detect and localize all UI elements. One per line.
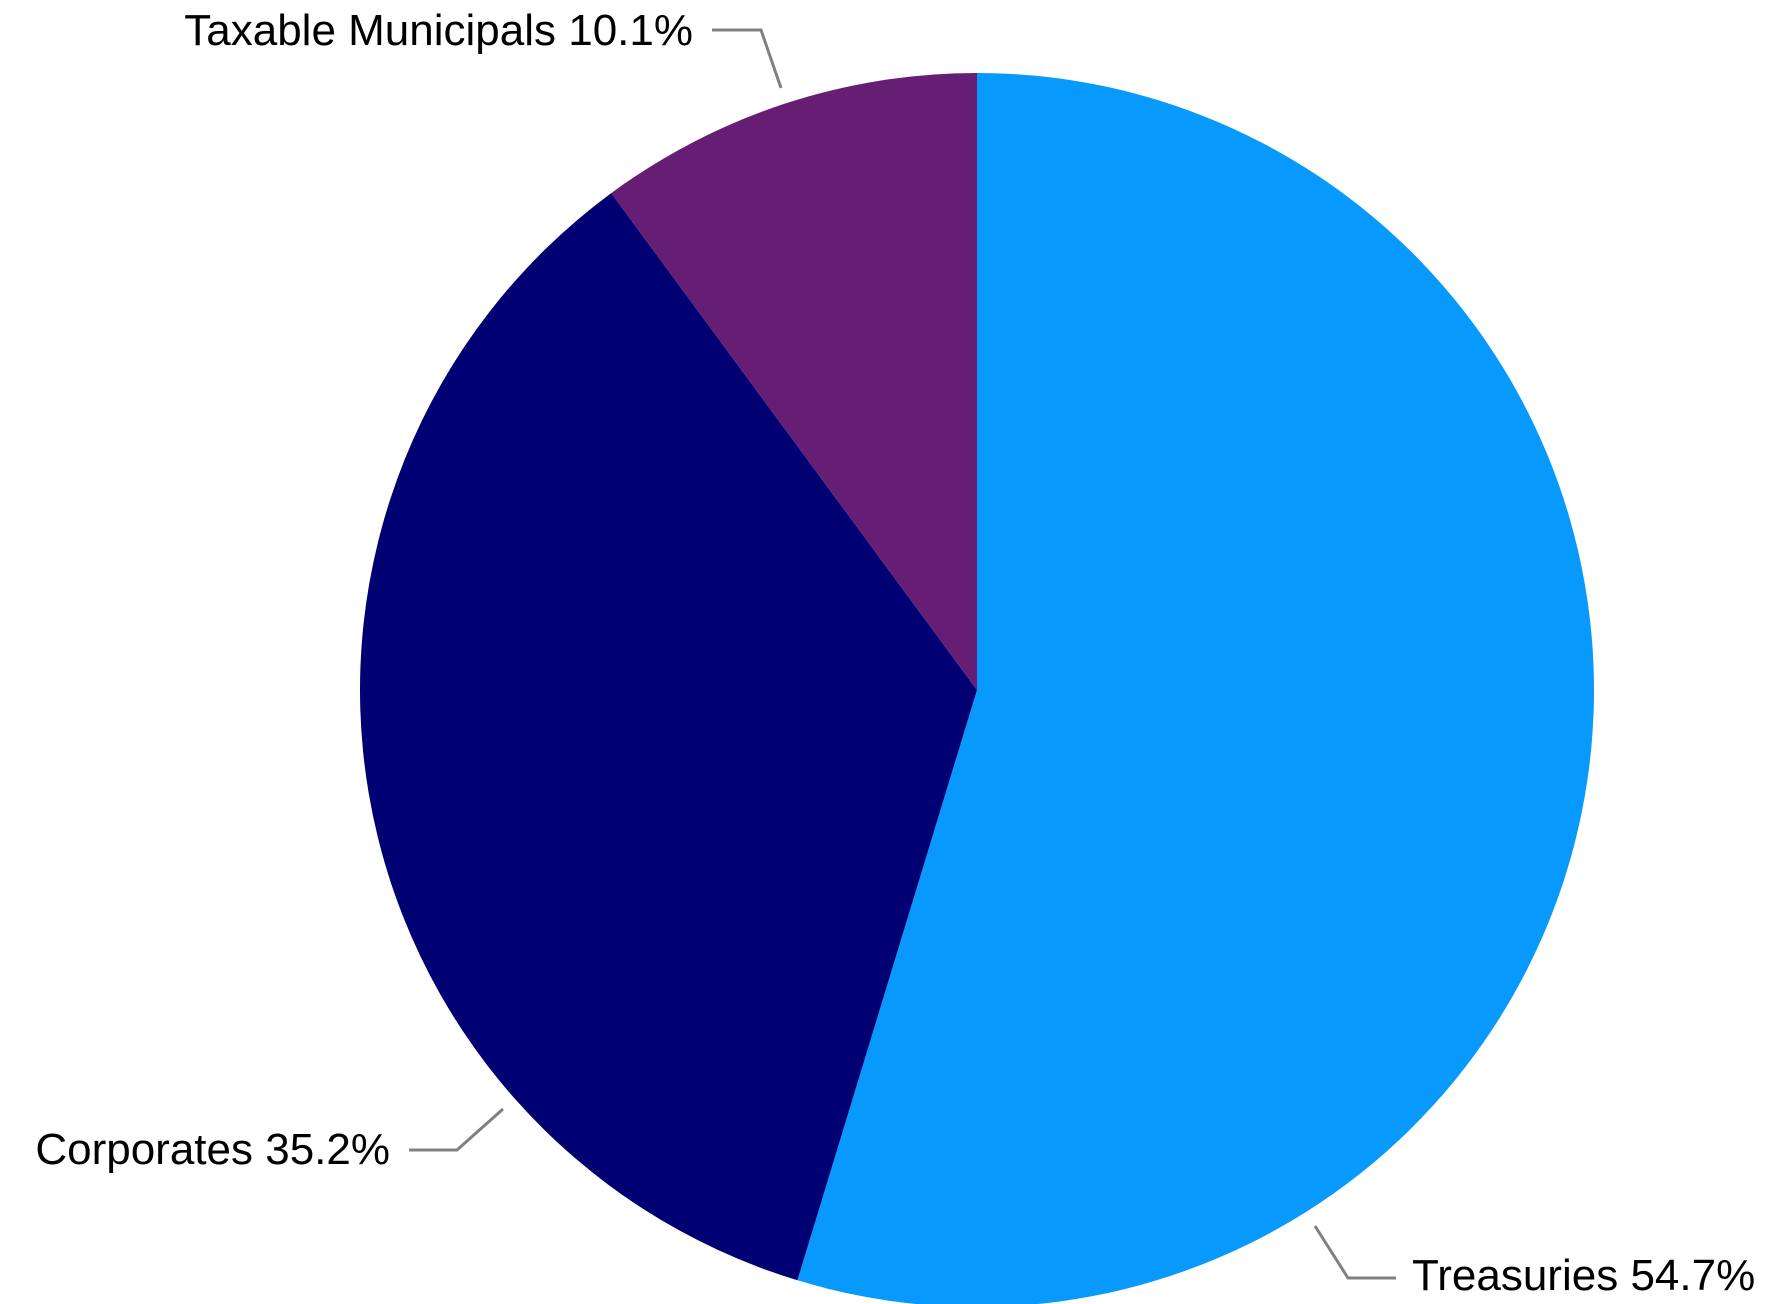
leader-lines [409,28,1396,1280]
slice-label-taxable-municipals: Taxable Municipals 10.1% [184,6,693,55]
leader-line-taxable-municipals [712,28,783,89]
slice-label-treasuries: Treasuries 54.7% [1412,1251,1755,1300]
pie-slice-treasuries [797,73,1595,1304]
leader-line-treasuries [1313,1225,1396,1280]
leader-line-corporates [409,1107,504,1152]
pie-slice-taxable-municipals [611,73,977,690]
slice-label-corporates: Corporates 35.2% [35,1125,390,1174]
pie-slices [360,73,1595,1304]
pie-slice-corporates [360,193,977,1281]
